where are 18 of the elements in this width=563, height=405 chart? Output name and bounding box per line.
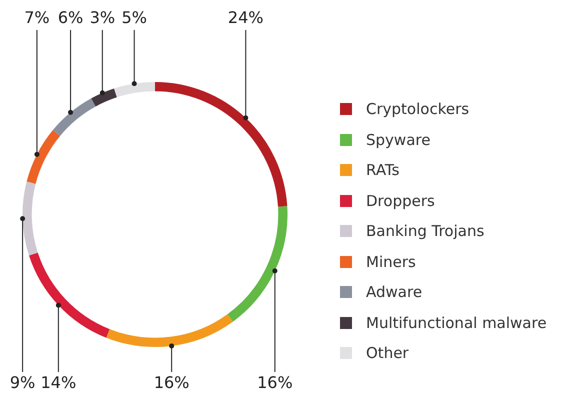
data-label: 14% (40, 373, 76, 392)
legend-label: Other (365, 343, 410, 364)
legend-label: Miners (365, 252, 417, 273)
legend-label: Cryptolockers (365, 99, 470, 120)
data-label: 16% (154, 373, 190, 392)
legend-label: Droppers (365, 190, 436, 212)
data-label: 16% (257, 373, 293, 392)
legend-label: Banking Trojans (365, 221, 486, 242)
data-label: 3% (90, 8, 116, 28)
legend-label: RATs (365, 160, 400, 182)
legend-label: Multifunctional malware (365, 312, 547, 334)
data-label: 6% (58, 8, 84, 28)
data-label: 5% (122, 8, 147, 28)
data-label: 9% (10, 373, 36, 392)
legend-label: Spyware (365, 130, 432, 151)
legend-label: Adware (365, 282, 424, 304)
data-label: 7% (24, 8, 50, 28)
data-label: 24% (228, 8, 264, 28)
